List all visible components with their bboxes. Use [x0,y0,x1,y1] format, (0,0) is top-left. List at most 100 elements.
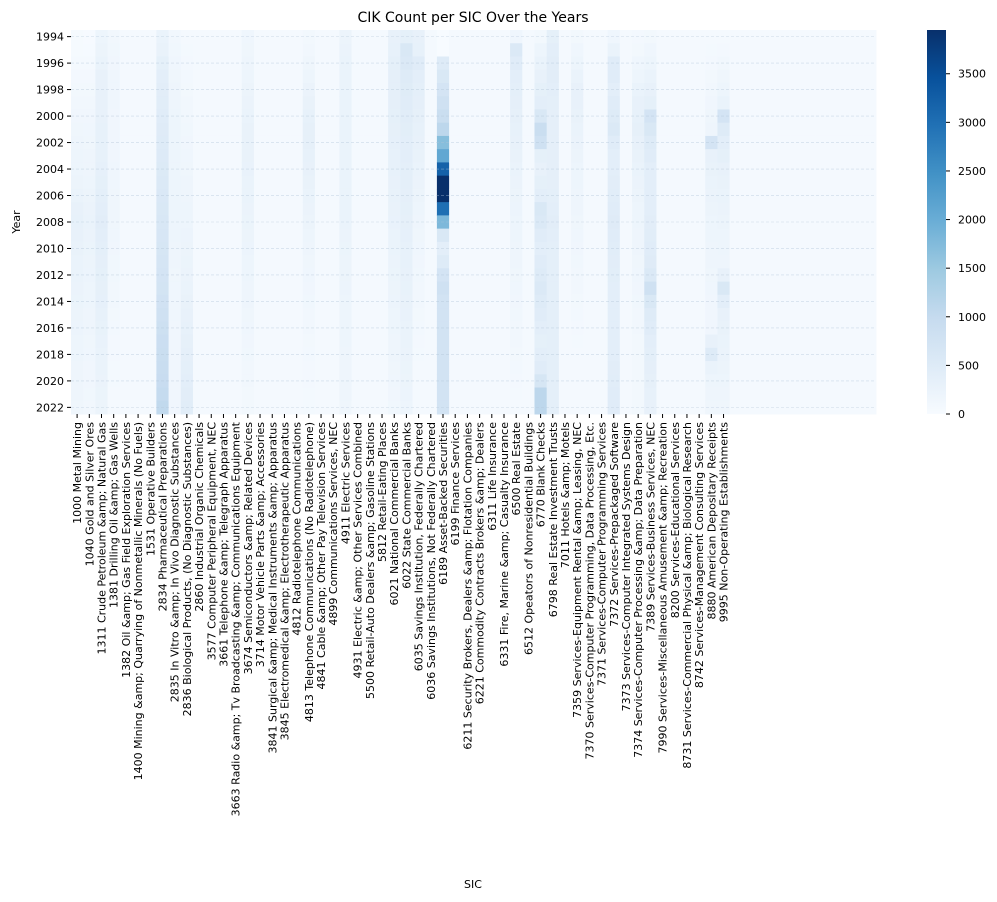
heatmap-cell [144,387,157,402]
heatmap-cell [619,255,633,269]
heatmap-cell [388,56,401,71]
heatmap-cell [71,96,84,110]
heatmap-cell [546,175,560,190]
heatmap-cell [83,268,96,283]
heatmap-cell [351,334,365,349]
heatmap-cell [144,255,157,269]
heatmap-cell [607,294,621,309]
x-tick-label: 6199 Finance Services [449,422,462,546]
heatmap-cell [668,361,682,375]
heatmap-cell [449,162,462,177]
heatmap-cell [229,43,243,57]
heatmap-cell [741,202,755,216]
heatmap-cell [253,374,267,389]
heatmap-cell [375,43,389,57]
heatmap-cell [546,255,560,269]
heatmap-cell [449,400,462,415]
heatmap-cell [351,96,365,110]
heatmap-cell [144,202,157,216]
heatmap-cell [278,56,292,71]
heatmap-cell [827,281,840,296]
heatmap-cell [485,149,499,163]
heatmap-cell [302,82,316,97]
heatmap-cell [314,175,328,190]
heatmap-cell [192,241,206,256]
heatmap-cell [400,175,414,190]
heatmap-cell [168,321,182,336]
heatmap-cell [619,308,633,322]
heatmap-cell [802,361,816,375]
heatmap-cell [815,96,828,110]
heatmap-cell [693,321,706,336]
heatmap-cell [449,321,462,336]
heatmap-cell [522,43,535,57]
heatmap-cell [314,43,328,57]
colorbar-tick-label: 2000 [958,214,986,227]
heatmap-cell [168,162,182,177]
heatmap-cell [156,122,170,137]
heatmap-cell [619,334,633,349]
heatmap-cell [510,96,523,110]
heatmap-cell [644,321,657,336]
heatmap-cell [131,175,145,190]
heatmap-cell [253,149,267,163]
heatmap-cell [290,122,304,137]
heatmap-cell [266,43,279,57]
heatmap-cell [619,122,633,137]
heatmap-cell [644,56,657,71]
heatmap-cell [778,294,792,309]
heatmap-cell [241,281,255,296]
heatmap-cell [656,122,670,137]
heatmap-cell [363,308,377,322]
heatmap-cell [144,374,157,389]
heatmap-cell [253,308,267,322]
heatmap-cell [205,202,218,216]
heatmap-cell [607,215,621,230]
heatmap-cell [754,281,767,296]
heatmap-cell [778,387,792,402]
heatmap-cell [754,228,767,243]
heatmap-cell [473,69,487,84]
heatmap-cell [388,188,401,203]
heatmap-cell [680,255,694,269]
heatmap-cell [327,69,340,84]
heatmap-cell [363,109,377,124]
heatmap-cell [278,202,292,216]
heatmap-cell [583,69,596,84]
heatmap-cell [729,400,743,415]
heatmap-cell [449,215,462,230]
heatmap-cell [144,149,157,163]
heatmap-cell [693,175,706,190]
heatmap-cell [595,149,609,163]
heatmap-cell [558,149,572,163]
heatmap-cell [168,56,182,71]
heatmap-cell [863,149,877,163]
heatmap-cell [83,321,96,336]
heatmap-cell [436,281,450,296]
heatmap-cell [449,347,462,362]
heatmap-cell [156,308,170,322]
heatmap-cell [656,387,670,402]
heatmap-cell [644,122,657,137]
heatmap-cell [363,69,377,84]
heatmap-cell [192,30,206,44]
colorbar-tick-label: 2500 [958,165,986,178]
heatmap-cell [583,241,596,256]
heatmap-cell [327,122,340,137]
heatmap-cell [497,43,511,57]
heatmap-cell [534,228,548,243]
heatmap-cell [668,30,682,44]
heatmap-cell [497,96,511,110]
heatmap-cell [863,241,877,256]
heatmap-cell [229,281,243,296]
heatmap-cell [192,334,206,349]
heatmap-cell [497,400,511,415]
heatmap-cell [144,361,157,375]
heatmap-cell [558,135,572,150]
heatmap-cell [314,361,328,375]
heatmap-cell [363,281,377,296]
heatmap-cell [339,241,353,256]
x-axis-ticks: 1000 Metal Mining 1040 Gold and Silver Or… [71,414,731,816]
heatmap-cell [680,122,694,137]
heatmap-cell [705,175,718,190]
